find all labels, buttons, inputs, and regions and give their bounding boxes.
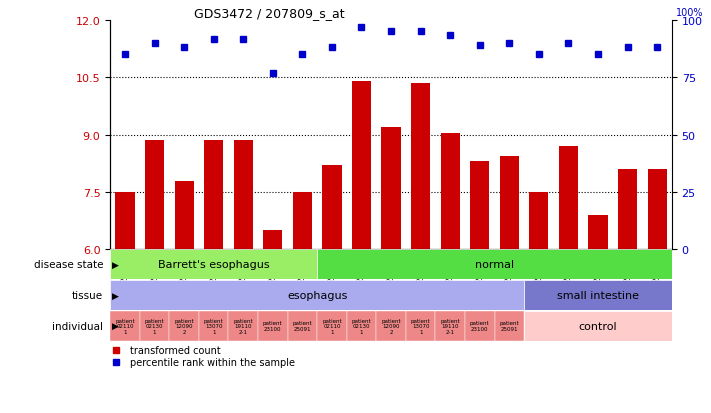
Text: ▶: ▶ <box>112 260 119 269</box>
Bar <box>465 311 495 341</box>
Text: ▶: ▶ <box>112 291 119 300</box>
Text: patient
02130
1: patient 02130 1 <box>352 318 371 334</box>
Bar <box>317 250 672 280</box>
Bar <box>145 141 164 250</box>
Bar <box>589 216 608 250</box>
Bar <box>524 311 672 341</box>
Bar <box>470 162 489 250</box>
Text: patient
19110
2-1: patient 19110 2-1 <box>233 318 253 334</box>
Bar <box>199 311 228 341</box>
Text: patient
25091: patient 25091 <box>500 320 519 331</box>
Bar <box>406 311 435 341</box>
Text: normal: normal <box>475 260 514 270</box>
Text: 100%: 100% <box>676 8 703 18</box>
Text: patient
12090
2: patient 12090 2 <box>174 318 194 334</box>
Text: patient
19110
2-1: patient 19110 2-1 <box>440 318 460 334</box>
Bar <box>110 250 317 280</box>
Bar <box>174 181 193 250</box>
Bar <box>317 311 347 341</box>
Text: patient
23100: patient 23100 <box>470 320 490 331</box>
Bar <box>529 192 548 250</box>
Text: percentile rank within the sample: percentile rank within the sample <box>130 357 295 368</box>
Text: ▶: ▶ <box>112 321 119 330</box>
Text: tissue: tissue <box>72 290 103 300</box>
Bar <box>287 311 317 341</box>
Bar <box>228 311 258 341</box>
Bar <box>258 311 287 341</box>
Text: Barrett's esophagus: Barrett's esophagus <box>158 260 269 270</box>
Text: transformed count: transformed count <box>130 345 220 355</box>
Bar <box>500 156 519 250</box>
Bar <box>381 128 401 250</box>
Text: disease state: disease state <box>33 260 103 270</box>
Bar <box>293 192 312 250</box>
Bar <box>352 82 371 250</box>
Bar <box>435 311 465 341</box>
Bar <box>322 166 341 250</box>
Bar <box>169 311 199 341</box>
Bar <box>234 141 253 250</box>
Bar <box>559 147 578 250</box>
Text: GDS3472 / 207809_s_at: GDS3472 / 207809_s_at <box>194 7 345 19</box>
Bar <box>110 311 140 341</box>
Bar <box>115 192 134 250</box>
Text: esophagus: esophagus <box>287 290 348 300</box>
Text: patient
02130
1: patient 02130 1 <box>145 318 164 334</box>
Bar <box>411 84 430 250</box>
Text: patient
23100: patient 23100 <box>263 320 282 331</box>
Bar <box>376 311 406 341</box>
Text: patient
13070
1: patient 13070 1 <box>204 318 223 334</box>
Bar <box>263 231 282 250</box>
Bar <box>110 280 524 310</box>
Bar <box>204 141 223 250</box>
Bar <box>618 170 637 250</box>
Bar <box>524 280 672 310</box>
Text: control: control <box>579 321 617 331</box>
Text: patient
13070
1: patient 13070 1 <box>411 318 430 334</box>
Bar <box>441 133 460 250</box>
Bar <box>347 311 376 341</box>
Text: patient
12090
2: patient 12090 2 <box>381 318 401 334</box>
Text: patient
02110
1: patient 02110 1 <box>322 318 342 334</box>
Bar <box>140 311 169 341</box>
Bar <box>495 311 524 341</box>
Bar <box>648 170 667 250</box>
Text: patient
02110
1: patient 02110 1 <box>115 318 135 334</box>
Text: individual: individual <box>52 321 103 331</box>
Text: small intestine: small intestine <box>557 290 639 300</box>
Text: patient
25091: patient 25091 <box>292 320 312 331</box>
